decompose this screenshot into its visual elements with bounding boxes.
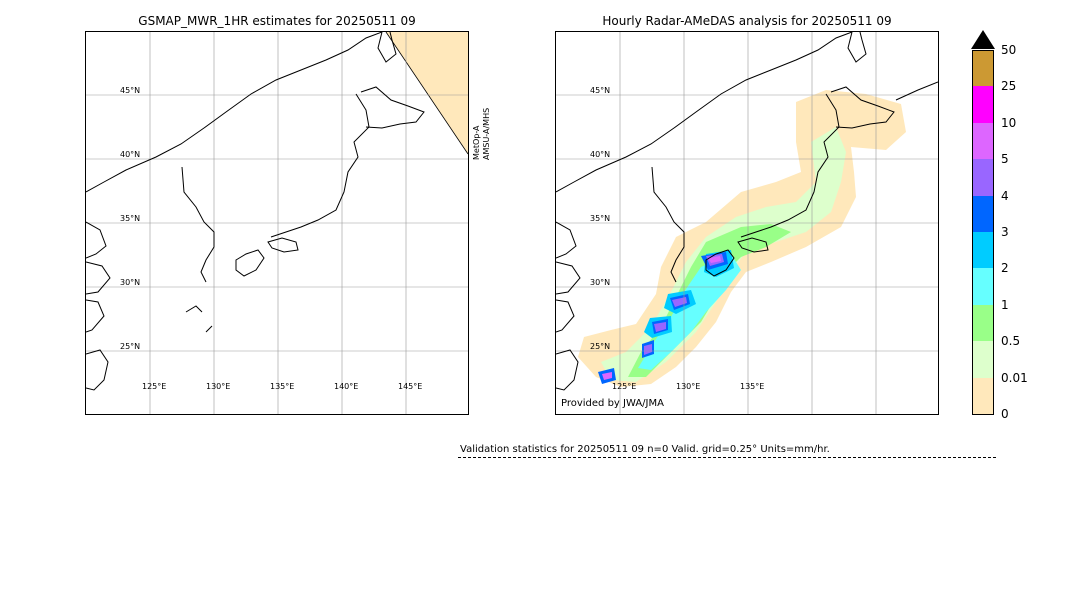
coastline xyxy=(86,32,425,391)
colorbar-label: 1 xyxy=(1001,297,1009,312)
colorbar-segment xyxy=(972,377,994,415)
left-lat-35: 35°N xyxy=(120,214,141,223)
colorbar-label: 5 xyxy=(1001,152,1009,167)
satellite-label: MetOp-A AMSU-A/MHS xyxy=(472,107,491,160)
left-lat-30: 30°N xyxy=(120,278,141,287)
graticule xyxy=(86,32,468,414)
colorbar-segments xyxy=(972,50,994,415)
right-map[interactable]: 45°N 40°N 35°N 30°N 25°N 125°E 130°E 135… xyxy=(555,31,939,415)
colorbar-segment xyxy=(972,232,994,269)
right-lat-45: 45°N xyxy=(590,86,611,95)
provided-by-label: Provided by JWA/JMA xyxy=(561,398,664,409)
right-lat-35: 35°N xyxy=(590,214,611,223)
colorbar-segment xyxy=(972,86,994,123)
right-lon-125: 125°E xyxy=(612,382,637,391)
left-lon-145: 145°E xyxy=(398,382,423,391)
colorbar-label: 25 xyxy=(1001,79,1017,94)
colorbar-segment xyxy=(972,159,994,196)
left-map-title: GSMAP_MWR_1HR estimates for 20250511 09 xyxy=(138,14,416,28)
swath-edge xyxy=(385,32,468,155)
precip-field xyxy=(578,90,906,387)
validation-statistics: Validation statistics for 20250511 09 n=… xyxy=(460,444,830,455)
colorbar-label: 2 xyxy=(1001,261,1009,276)
colorbar-label: 4 xyxy=(1001,188,1009,203)
colorbar-label: 10 xyxy=(1001,115,1017,130)
right-map-canvas xyxy=(556,32,938,414)
colorbar-label: 0.01 xyxy=(1001,370,1028,385)
right-lat-40: 40°N xyxy=(590,150,611,159)
colorbar-extend-triangle xyxy=(971,30,995,49)
validation-divider xyxy=(458,457,996,458)
colorbar-segment xyxy=(972,268,994,305)
right-lon-130: 130°E xyxy=(676,382,701,391)
right-lat-25: 25°N xyxy=(590,342,611,351)
right-lat-30: 30°N xyxy=(590,278,611,287)
colorbar-label: 3 xyxy=(1001,225,1009,239)
graticule-right xyxy=(556,32,938,414)
left-lat-45: 45°N xyxy=(120,86,141,95)
colorbar-segment xyxy=(972,304,994,342)
left-lon-135: 135°E xyxy=(270,382,295,391)
left-lat-25: 25°N xyxy=(120,342,141,351)
coastline-right xyxy=(556,32,938,391)
right-lon-135: 135°E xyxy=(740,382,765,391)
colorbar-segment xyxy=(972,195,994,232)
colorbar-label: 50 xyxy=(1001,43,1017,57)
colorbar-label: 0.5 xyxy=(1001,334,1021,349)
colorbar-label: 0 xyxy=(1001,407,1009,421)
left-map-canvas xyxy=(86,32,468,414)
colorbar-segment xyxy=(972,341,994,378)
colorbar-segment xyxy=(972,50,994,88)
right-map-title: Hourly Radar-AMeDAS analysis for 2025051… xyxy=(602,14,892,28)
colorbar-segment xyxy=(972,122,994,160)
left-lon-130: 130°E xyxy=(206,382,231,391)
left-lon-140: 140°E xyxy=(334,382,359,391)
left-map[interactable]: 45°N 40°N 35°N 30°N 25°N 125°E 130°E 135… xyxy=(85,31,469,415)
left-lat-40: 40°N xyxy=(120,150,141,159)
left-lon-125: 125°E xyxy=(142,382,167,391)
